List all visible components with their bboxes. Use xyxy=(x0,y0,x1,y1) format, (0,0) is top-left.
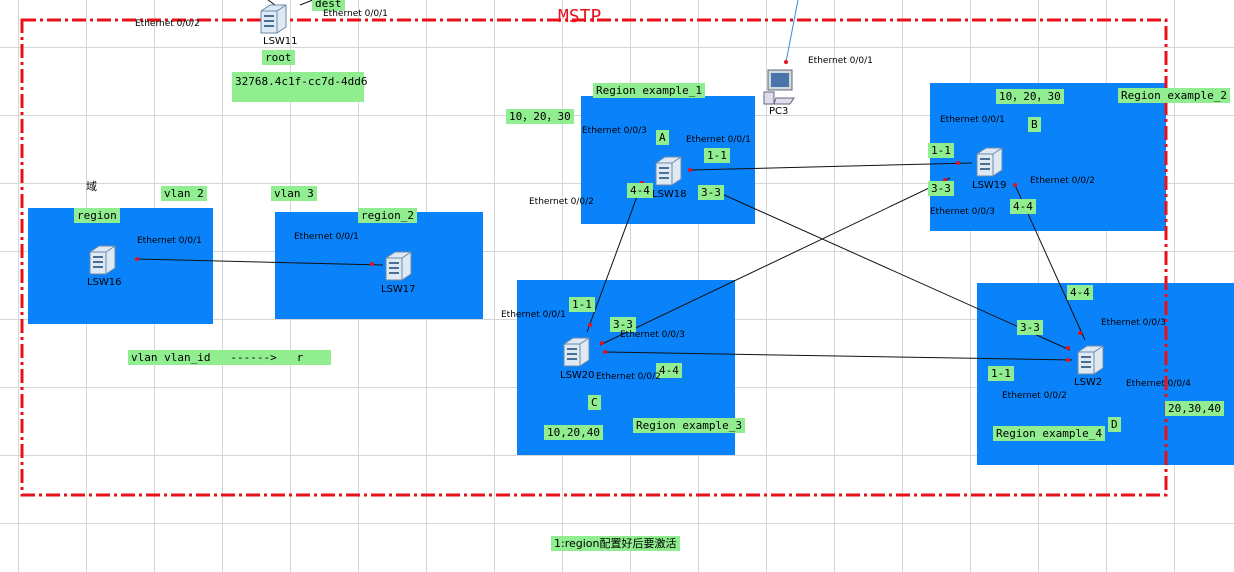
label: 32768.4c1f-cc7d-4dd6 xyxy=(232,72,367,102)
label: 20,30,40 xyxy=(1165,401,1224,416)
label: Region example_2 xyxy=(1118,88,1230,103)
label: B xyxy=(1028,117,1041,132)
label: 10,20,40 xyxy=(544,425,603,440)
label: 1-1 xyxy=(928,143,954,158)
label: dest xyxy=(312,0,345,11)
port-label: Ethernet 0/0/1 xyxy=(686,135,751,145)
label: A xyxy=(656,130,669,145)
label: 1-1 xyxy=(704,148,730,163)
region-box xyxy=(28,208,213,324)
label: region xyxy=(74,208,120,223)
port-label: Ethernet 0/0/4 xyxy=(1126,379,1191,389)
device-name: LSW20 xyxy=(560,370,595,381)
device-name: LSW18 xyxy=(652,189,687,200)
device-name: LSW17 xyxy=(381,284,416,295)
port-label: Ethernet 0/0/1 xyxy=(940,115,1005,125)
label: C xyxy=(588,395,601,410)
port-label: Ethernet 0/0/2 xyxy=(135,19,200,29)
label: vlan 3 xyxy=(271,186,317,201)
port-label: Ethernet 0/0/3 xyxy=(1101,318,1166,328)
port-label: Ethernet 0/0/3 xyxy=(930,207,995,217)
port-label: Ethernet 0/0/2 xyxy=(1002,391,1067,401)
port-label: Ethernet 0/0/1 xyxy=(501,310,566,320)
label: region_2 xyxy=(358,208,417,223)
label: 4-4 xyxy=(1067,285,1093,300)
label: 1-1 xyxy=(988,366,1014,381)
label: 3-3 xyxy=(698,185,724,200)
port-label: Ethernet 0/0/1 xyxy=(323,9,388,19)
label: Region example_3 xyxy=(633,418,745,433)
label: Region example_1 xyxy=(593,83,705,98)
port-label: Ethernet 0/0/2 xyxy=(529,197,594,207)
device-name: PC3 xyxy=(769,106,789,117)
label: 4-4 xyxy=(656,363,682,378)
device-name: LSW16 xyxy=(87,277,122,288)
label: Region example_4 xyxy=(993,426,1105,441)
mstp-boundary xyxy=(20,18,1168,497)
port-label: Ethernet 0/0/1 xyxy=(808,56,873,66)
label: 4-4 xyxy=(627,183,653,198)
label: 10，20，30 xyxy=(506,109,574,124)
label: 域 xyxy=(86,180,97,193)
label: 4-4 xyxy=(1010,199,1036,214)
label: vlan vlan_id ------> r xyxy=(128,350,331,365)
label: 3-3 xyxy=(928,181,954,196)
port-label: Ethernet 0/0/1 xyxy=(137,236,202,246)
label: D xyxy=(1108,417,1121,432)
label: vlan 2 xyxy=(161,186,207,201)
port-label: Ethernet 0/0/2 xyxy=(1030,176,1095,186)
diagram-title: MSTP xyxy=(558,6,602,27)
port-label: Ethernet 0/0/3 xyxy=(582,126,647,136)
region-box xyxy=(275,212,483,319)
port-label: Ethernet 0/0/3 xyxy=(620,330,685,340)
port-label: Ethernet 0/0/2 xyxy=(596,372,661,382)
port-label: Ethernet 0/0/1 xyxy=(294,232,359,242)
device-name: LSW11 xyxy=(263,36,298,47)
note: 1:region配置好后要激活 xyxy=(551,536,680,551)
label: 10，20，30 xyxy=(996,89,1064,104)
label: 3-3 xyxy=(610,317,636,332)
region-box xyxy=(930,83,1166,231)
device-name: LSW2 xyxy=(1074,377,1103,388)
link-lines xyxy=(136,0,1086,361)
label: root xyxy=(262,50,295,65)
label: 1-1 xyxy=(569,297,595,312)
label: 3-3 xyxy=(1017,320,1043,335)
pc-link xyxy=(785,0,799,63)
device-name: LSW19 xyxy=(972,180,1007,191)
